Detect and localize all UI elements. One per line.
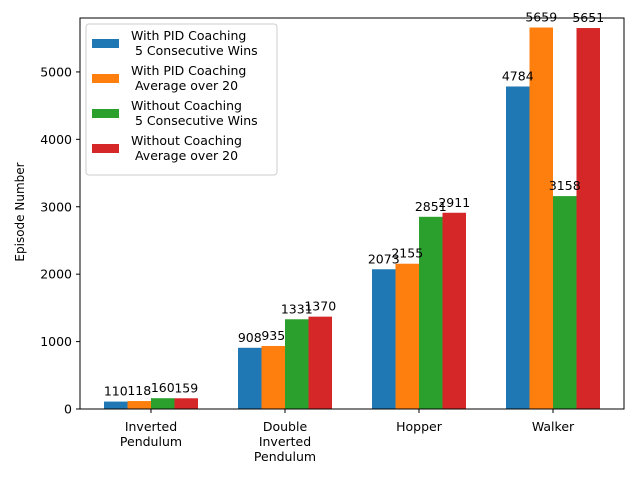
y-tick-label: 0 <box>64 402 72 417</box>
y-tick-label: 4000 <box>40 132 72 147</box>
bar-series-1-cat-0 <box>127 401 151 409</box>
bar-series-0-cat-3 <box>506 86 530 409</box>
bar-value-label: 1370 <box>304 299 336 314</box>
bar-series-0-cat-1 <box>238 347 262 409</box>
legend-swatch <box>92 39 119 48</box>
bar-value-label: 2911 <box>438 195 470 210</box>
y-axis-label: Episode Number <box>13 162 27 261</box>
bar-value-label: 2155 <box>391 246 423 261</box>
y-tick-label: 2000 <box>40 267 72 282</box>
bar-value-label: 2073 <box>368 251 400 266</box>
legend-label: With PID Coaching <box>131 63 246 78</box>
bar-value-label: 5659 <box>525 10 557 25</box>
bar-value-label: 118 <box>127 383 151 398</box>
x-tick-label: Hopper <box>396 419 443 434</box>
bar-series-3-cat-3 <box>576 28 600 410</box>
legend-swatch <box>92 109 119 118</box>
bar-series-3-cat-2 <box>442 212 466 409</box>
bar-value-label: 160 <box>151 380 175 395</box>
legend-label: Average over 20 <box>131 78 238 93</box>
x-tick-label: Inverted <box>125 419 177 434</box>
legend-swatch <box>92 144 119 153</box>
bar-series-3-cat-0 <box>174 398 198 409</box>
bar-series-0-cat-2 <box>372 269 396 409</box>
bar-series-1-cat-2 <box>395 263 419 409</box>
legend-swatch <box>92 74 119 83</box>
bar-series-1-cat-3 <box>529 27 553 410</box>
bar-series-0-cat-0 <box>104 401 128 409</box>
plot-frame <box>79 17 625 410</box>
legend-label: Without Coaching <box>131 133 242 148</box>
x-tick-label: Pendulum <box>254 449 316 464</box>
x-tick-label: Double <box>263 419 308 434</box>
x-tick-label: Pendulum <box>120 434 182 449</box>
x-tick-label: Inverted <box>259 434 311 449</box>
legend-label: 5 Consecutive Wins <box>131 43 258 58</box>
bar-value-label: 2851 <box>415 199 447 214</box>
legend-label: 5 Consecutive Wins <box>131 113 258 128</box>
y-tick-label: 5000 <box>40 64 72 79</box>
legend-label: Without Coaching <box>131 98 242 113</box>
y-axis: 0 1000 2000 3000 4000 5000 <box>40 64 80 417</box>
legend-label: With PID Coaching <box>131 28 246 43</box>
y-tick-label: 1000 <box>40 334 72 349</box>
bars-group <box>104 27 600 410</box>
bar-series-2-cat-1 <box>285 319 309 409</box>
y-tick-label: 3000 <box>40 199 72 214</box>
bar-series-3-cat-1 <box>308 316 332 409</box>
bar-value-label: 3158 <box>549 178 581 193</box>
legend: With PID Coaching 5 Consecutive WinsWith… <box>85 23 278 176</box>
bar-value-label: 1331 <box>281 301 313 316</box>
bar-series-2-cat-0 <box>151 398 175 409</box>
bar-value-label: 159 <box>174 380 198 395</box>
bar-series-1-cat-1 <box>261 345 285 409</box>
x-tick-label: Walker <box>532 419 575 434</box>
legend-label: Average over 20 <box>131 148 238 163</box>
x-axis: InvertedPendulumDoubleInvertedPendulumHo… <box>120 409 575 464</box>
bar-series-2-cat-3 <box>553 196 577 409</box>
bar-value-label: 935 <box>261 328 285 343</box>
bar-value-label: 908 <box>238 330 262 345</box>
bar-series-2-cat-2 <box>419 216 443 409</box>
bar-value-label: 4784 <box>502 68 534 83</box>
bar-value-label: 110 <box>104 384 128 399</box>
legend-frame <box>85 23 278 176</box>
